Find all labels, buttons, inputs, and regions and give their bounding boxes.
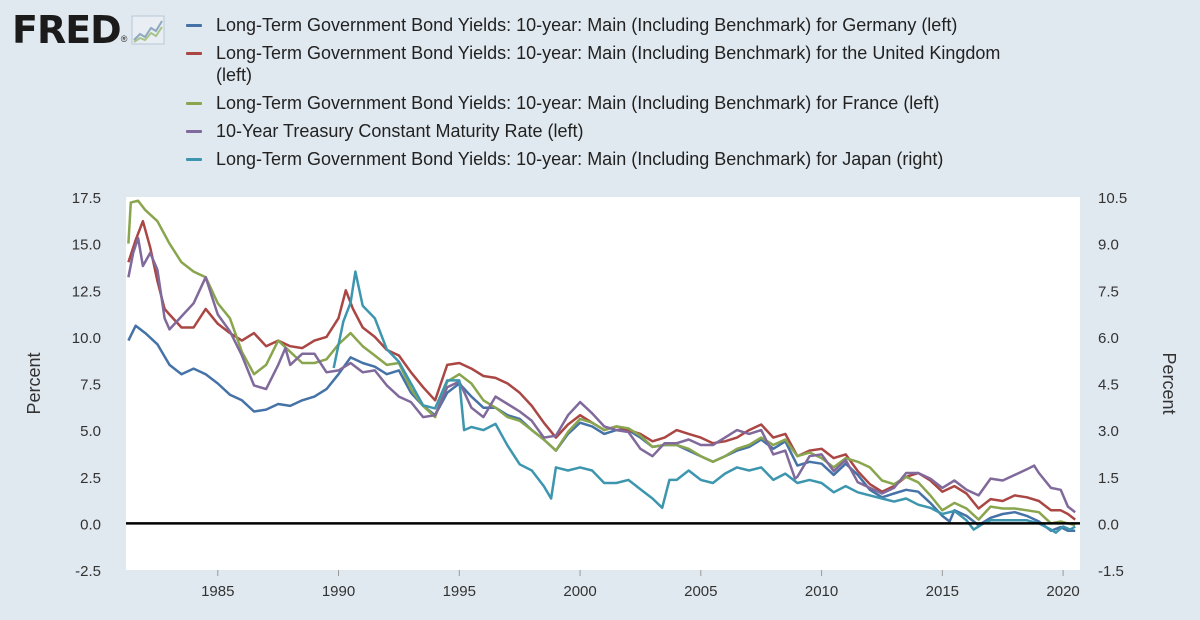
left-tick-label: -2.5 [75, 563, 101, 580]
legend-swatch-japan [186, 158, 202, 161]
right-tick-label: 7.5 [1098, 283, 1119, 300]
legend-label-germany: Long-Term Government Bond Yields: 10-yea… [216, 15, 958, 35]
fred-graph-icon [131, 15, 165, 45]
right-tick-label: 0.0 [1098, 516, 1119, 533]
plot-area [126, 197, 1080, 570]
registered-mark: ® [120, 34, 128, 44]
right-tick-label: 3.0 [1098, 423, 1119, 440]
series-line-japan [332, 270, 1076, 534]
left-tick-label: 17.5 [72, 190, 101, 207]
series-layer [127, 199, 1076, 534]
x-tick-label: 2010 [805, 583, 838, 600]
fred-logo: FRED ® [12, 8, 165, 52]
legend-label-uk: Long-Term Government Bond Yields: 10-yea… [216, 43, 1001, 85]
left-tick-label: 0.0 [80, 516, 101, 533]
legend-item-germany[interactable]: Long-Term Government Bond Yields: 10-yea… [186, 14, 1006, 36]
right-tick-label: -1.5 [1098, 563, 1124, 580]
x-tick-label: 2000 [563, 583, 596, 600]
left-tick-label: 10.0 [72, 330, 101, 347]
series-line-germany [127, 324, 1076, 533]
right-tick-label: 4.5 [1098, 377, 1119, 394]
series-line-us [127, 236, 1076, 514]
right-tick-label: 10.5 [1098, 190, 1127, 207]
legend-item-france[interactable]: Long-Term Government Bond Yields: 10-yea… [186, 92, 1006, 114]
legend-swatch-uk [186, 52, 202, 55]
right-tick-label: 6.0 [1098, 330, 1119, 347]
left-tick-label: 7.5 [80, 377, 101, 394]
x-tick-label: 1990 [322, 583, 355, 600]
x-tick-label: 2005 [684, 583, 717, 600]
right-tick-label: 9.0 [1098, 237, 1119, 254]
legend-swatch-germany [186, 24, 202, 27]
right-tick-label: 1.5 [1098, 470, 1119, 487]
x-tick-label: 2015 [926, 583, 959, 600]
left-tick-label: 15.0 [72, 237, 101, 254]
fred-logo-text: FRED [12, 8, 122, 52]
left-axis-label: Percent [24, 352, 44, 414]
series-line-france [127, 199, 1076, 527]
legend-label-france: Long-Term Government Bond Yields: 10-yea… [216, 93, 940, 113]
chart-legend: Long-Term Government Bond Yields: 10-yea… [186, 14, 1006, 176]
left-tick-label: 5.0 [80, 423, 101, 440]
right-axis-ticks: -1.5 0.0 1.5 3.0 4.5 6.0 7.5 9.0 10.5 [1098, 190, 1127, 580]
right-axis-label: Percent [1159, 352, 1179, 414]
x-tick-label: 1985 [201, 583, 234, 600]
legend-item-japan[interactable]: Long-Term Government Bond Yields: 10-yea… [186, 148, 1006, 170]
legend-item-uk[interactable]: Long-Term Government Bond Yields: 10-yea… [186, 42, 1006, 86]
legend-label-japan: Long-Term Government Bond Yields: 10-yea… [216, 149, 944, 169]
left-tick-label: 12.5 [72, 283, 101, 300]
legend-swatch-france [186, 102, 202, 105]
legend-item-us[interactable]: 10-Year Treasury Constant Maturity Rate … [186, 120, 1006, 142]
legend-label-us: 10-Year Treasury Constant Maturity Rate … [216, 121, 584, 141]
left-axis-ticks: -2.5 0.0 2.5 5.0 7.5 10.0 12.5 15.0 17.5 [72, 190, 101, 580]
legend-swatch-us [186, 130, 202, 133]
x-tick-label: 2020 [1046, 583, 1079, 600]
x-tick-label: 1995 [443, 583, 476, 600]
x-axis-ticks: 1985 1990 1995 2000 2005 2010 2015 2020 [201, 570, 1080, 600]
left-tick-label: 2.5 [80, 470, 101, 487]
